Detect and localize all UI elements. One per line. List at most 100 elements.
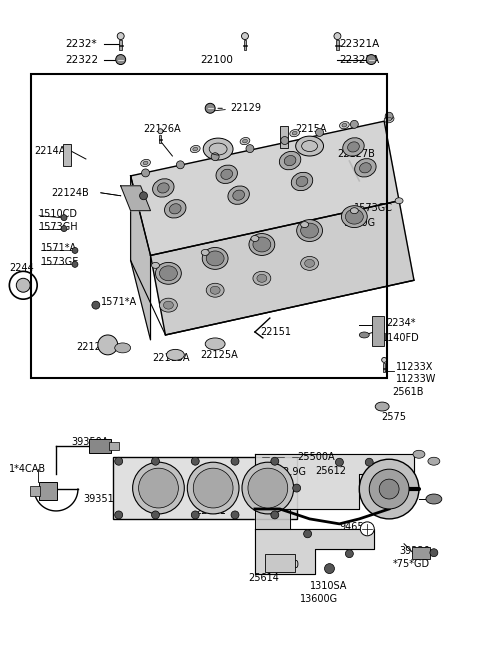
Ellipse shape <box>346 209 363 224</box>
Circle shape <box>72 261 78 267</box>
Text: 22311: 22311 <box>195 506 226 516</box>
Ellipse shape <box>341 206 367 227</box>
Ellipse shape <box>156 262 181 284</box>
Text: 1573GE: 1573GE <box>41 258 80 267</box>
Circle shape <box>324 564 335 574</box>
Circle shape <box>241 33 249 39</box>
Ellipse shape <box>143 161 148 165</box>
Polygon shape <box>151 201 414 335</box>
Bar <box>120 40 122 50</box>
Circle shape <box>350 120 358 128</box>
Polygon shape <box>131 176 151 340</box>
Text: 94650: 94650 <box>339 522 370 532</box>
Circle shape <box>176 161 184 169</box>
Text: 2234*: 2234* <box>386 318 416 328</box>
Circle shape <box>346 550 353 558</box>
Text: 2214A: 2214A <box>34 146 66 156</box>
Ellipse shape <box>395 198 403 204</box>
Bar <box>336 40 339 50</box>
Text: 1510CD: 1510CD <box>39 209 78 219</box>
Bar <box>265 554 295 572</box>
Ellipse shape <box>201 250 209 256</box>
Text: 1140FD: 1140FD <box>382 333 420 343</box>
Circle shape <box>334 33 341 39</box>
Text: 22126A: 22126A <box>144 124 181 134</box>
Circle shape <box>231 511 239 519</box>
Ellipse shape <box>164 301 173 309</box>
Bar <box>383 363 385 372</box>
Ellipse shape <box>428 457 440 465</box>
Text: 13600G: 13600G <box>300 595 338 604</box>
Polygon shape <box>120 186 151 211</box>
Ellipse shape <box>297 219 323 242</box>
Ellipse shape <box>157 183 169 193</box>
Circle shape <box>271 511 279 519</box>
Ellipse shape <box>205 338 225 350</box>
Ellipse shape <box>296 136 324 156</box>
Ellipse shape <box>413 450 425 458</box>
Circle shape <box>315 129 324 137</box>
Text: 12.9G: 12.9G <box>278 467 307 477</box>
Text: 22113A: 22113A <box>153 353 190 363</box>
Text: 25500A: 25500A <box>298 452 336 463</box>
Text: 22321A: 22321A <box>339 39 380 49</box>
Text: 39351: 39351 <box>83 494 114 504</box>
Circle shape <box>152 457 159 465</box>
Bar <box>63 144 71 166</box>
Circle shape <box>248 468 288 508</box>
Bar <box>243 40 246 50</box>
Circle shape <box>192 457 199 465</box>
Ellipse shape <box>279 151 301 170</box>
Text: 25612: 25612 <box>315 466 347 476</box>
Text: 22322: 22322 <box>65 55 98 64</box>
Text: 1573GH: 1573GH <box>39 221 79 232</box>
Ellipse shape <box>202 248 228 269</box>
Ellipse shape <box>169 204 181 214</box>
Text: 22124B: 22124B <box>51 188 89 198</box>
Circle shape <box>293 484 300 492</box>
Circle shape <box>117 33 124 39</box>
Text: 2244: 2244 <box>9 263 34 273</box>
Text: 2561B: 2561B <box>392 386 424 397</box>
Circle shape <box>242 463 294 514</box>
Circle shape <box>360 459 419 519</box>
Ellipse shape <box>426 494 442 504</box>
Circle shape <box>365 458 373 466</box>
Ellipse shape <box>167 350 184 360</box>
Ellipse shape <box>300 223 319 238</box>
Bar <box>31 74 387 378</box>
Circle shape <box>132 463 184 514</box>
Circle shape <box>366 55 376 64</box>
Circle shape <box>369 469 409 509</box>
Bar <box>280 126 288 148</box>
Ellipse shape <box>115 343 131 353</box>
Circle shape <box>231 457 239 465</box>
Ellipse shape <box>343 138 364 156</box>
Circle shape <box>385 112 393 120</box>
Ellipse shape <box>300 256 319 270</box>
Ellipse shape <box>141 160 150 167</box>
Text: 39220: 39220 <box>399 546 430 556</box>
Text: 22151: 22151 <box>260 327 291 337</box>
Ellipse shape <box>159 298 178 312</box>
Circle shape <box>61 225 67 231</box>
Ellipse shape <box>292 131 297 135</box>
Text: 22100: 22100 <box>200 55 233 64</box>
Ellipse shape <box>165 200 186 218</box>
Text: 2215A: 2215A <box>296 124 327 134</box>
Ellipse shape <box>360 332 369 338</box>
Ellipse shape <box>242 139 247 143</box>
Ellipse shape <box>360 163 371 173</box>
Circle shape <box>140 192 147 200</box>
Circle shape <box>246 145 254 152</box>
Circle shape <box>304 530 312 538</box>
Text: 1571*A: 1571*A <box>41 244 77 254</box>
Ellipse shape <box>342 124 347 127</box>
Bar <box>30 486 40 496</box>
Circle shape <box>158 129 163 134</box>
Circle shape <box>115 511 123 519</box>
Circle shape <box>360 522 374 536</box>
Circle shape <box>92 301 100 309</box>
Ellipse shape <box>221 169 233 179</box>
Bar <box>412 547 430 558</box>
